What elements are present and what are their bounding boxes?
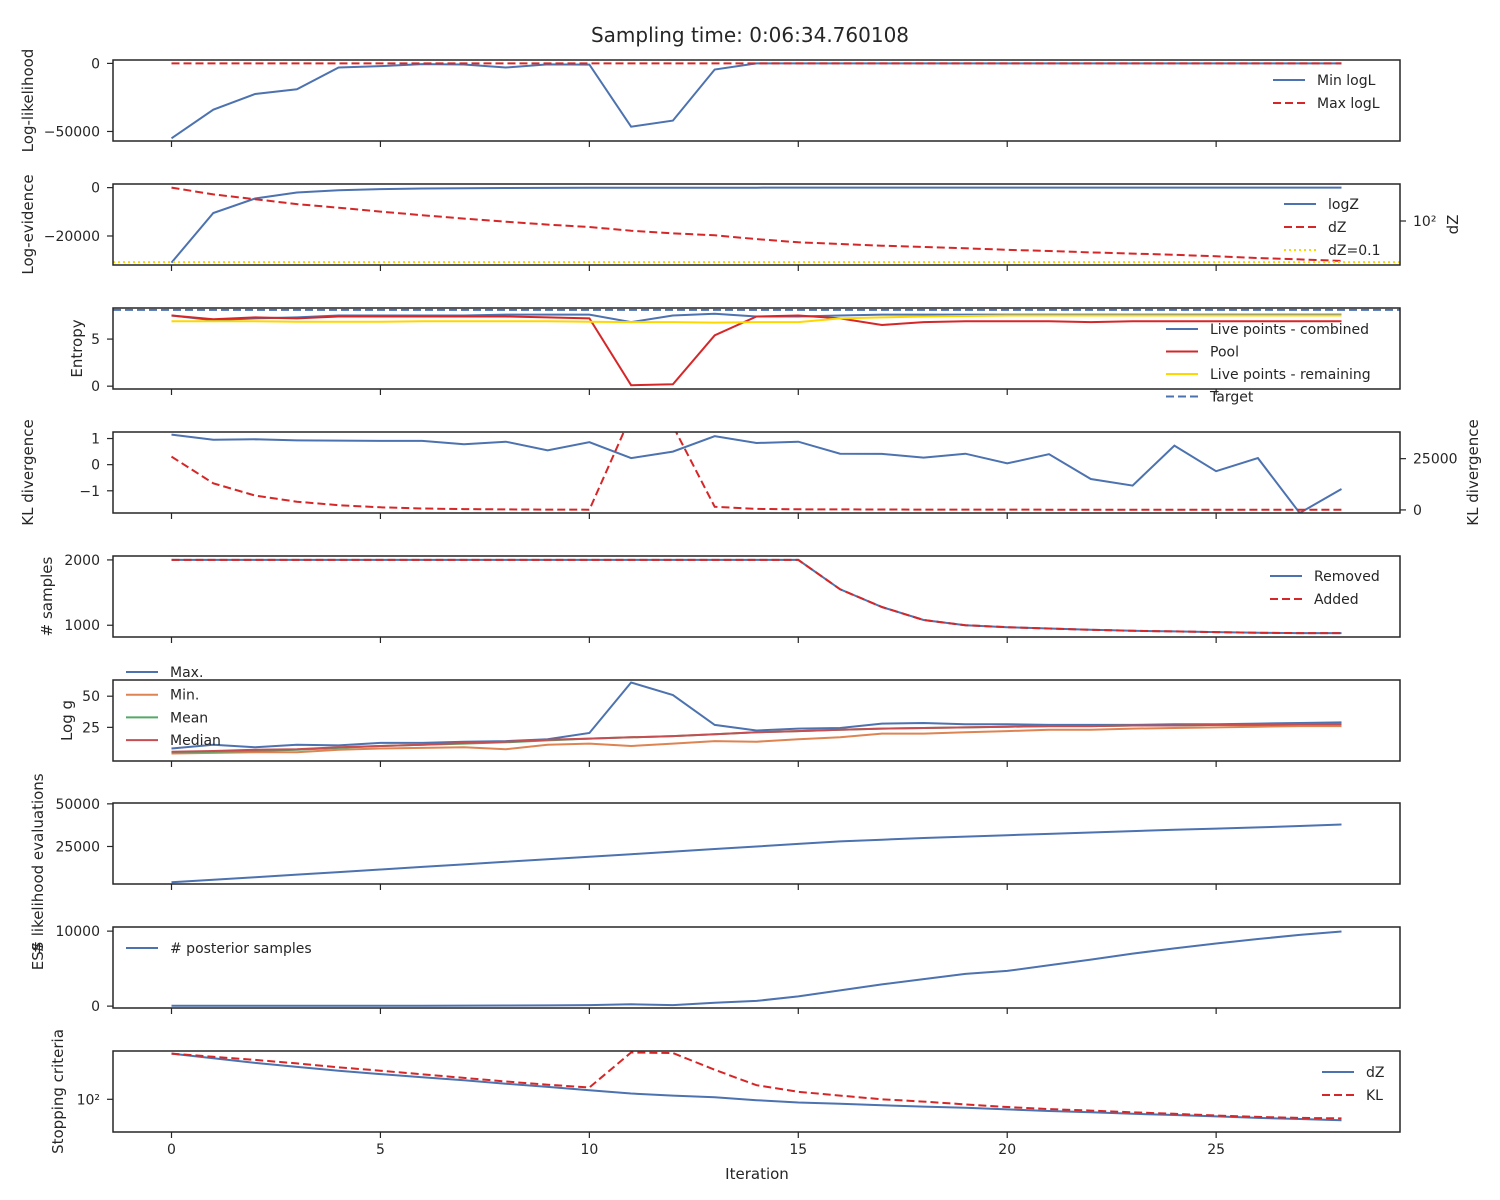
- y-tick-label: −50000: [44, 124, 100, 140]
- panel-5: 2000 1000 # samples Removed Added: [38, 553, 1401, 643]
- x-tick-label: 10: [580, 1142, 598, 1158]
- axes-frame: [112, 59, 1401, 142]
- axes-frame: [112, 555, 1401, 638]
- series-line-2-1: [170, 186, 1342, 264]
- legend-label: Live points - remaining: [1210, 367, 1371, 383]
- axes-frame: [112, 1050, 1401, 1133]
- right-y-axis-label: dZ: [1444, 215, 1462, 235]
- legend-label: Max.: [170, 665, 203, 681]
- y-tick-label: 25: [82, 720, 100, 736]
- series-line-8-1: [171, 930, 1342, 1007]
- legend-label: Removed: [1314, 569, 1380, 585]
- right-y-axis-label: KL divergence: [1464, 419, 1482, 525]
- panel-8: 10000 0 ESS # posterior samples: [29, 924, 1401, 1015]
- axes-frame: [112, 431, 1401, 514]
- panel-1: 0 −50000 Log-likelihood Min logL Max logL: [19, 49, 1401, 153]
- y-tick-label: 0: [91, 458, 100, 474]
- series-line-5-2: [171, 558, 1342, 635]
- y-tick-label: −1: [79, 484, 100, 500]
- legend-label: logZ: [1328, 197, 1359, 213]
- x-tick-label: 0: [167, 1142, 176, 1158]
- panels: 0 −50000 Log-likelihood Min logL Max logL 0 −2…: [19, 49, 1482, 1158]
- y-tick-label: 0: [91, 379, 100, 395]
- legend-label: Median: [170, 733, 221, 749]
- panel-4: 1 0 −1 25000 0 KL divergence KL divergence: [19, 419, 1482, 525]
- panel-6: 50 25 Log g Max. Min. Mean Median: [58, 665, 1401, 767]
- y-tick-label: 0: [91, 999, 100, 1015]
- y-axis-label: Log-likelihood: [19, 49, 37, 153]
- y-tick-label: 0: [91, 181, 100, 197]
- axes-frame: [112, 926, 1401, 1009]
- y-axis-label: Stopping criteria: [49, 1029, 67, 1154]
- legend-label: dZ=0.1: [1328, 243, 1380, 259]
- legend-label: Min.: [170, 688, 199, 704]
- y-tick-label: 50: [82, 689, 100, 705]
- y-tick-label: 25000: [55, 839, 100, 855]
- y-tick-label: 50000: [55, 797, 100, 813]
- legend-label: Pool: [1210, 345, 1239, 361]
- series-line-3-2: [171, 314, 1342, 387]
- legend-label: # posterior samples: [170, 941, 312, 957]
- x-axis-label: Iteration: [725, 1165, 789, 1183]
- x-tick-label: 5: [376, 1142, 385, 1158]
- series-line-9-1: [171, 1052, 1342, 1122]
- panel-2: 0 −20000 10² Log-evidence dZ logZ dZ dZ=0.1: [19, 174, 1462, 274]
- y-tick-label: 2000: [64, 553, 100, 569]
- right-y-tick-label: 25000: [1413, 452, 1458, 468]
- figure-title: Sampling time: 0:06:34.760108: [591, 23, 909, 47]
- x-tick-label: 20: [998, 1142, 1016, 1158]
- y-axis-label: # likelihood evaluations: [29, 773, 47, 953]
- y-axis-label: Entropy: [68, 319, 86, 377]
- series-line-9-2: [171, 1051, 1342, 1120]
- legend-label: Live points - combined: [1210, 322, 1369, 338]
- x-tick-label: 15: [789, 1142, 807, 1158]
- panel-7: 50000 25000 # likelihood evaluations: [29, 773, 1401, 954]
- legend-label: Mean: [170, 710, 208, 726]
- legend-label: Target: [1209, 390, 1254, 406]
- legend-label: dZ: [1366, 1065, 1384, 1081]
- series-line-1-1: [170, 62, 1342, 140]
- legend-label: Added: [1314, 592, 1359, 608]
- y-tick-label: 10²: [77, 1092, 100, 1108]
- series-line-6-1: [171, 681, 1342, 750]
- right-y-tick-label: 0: [1413, 503, 1422, 519]
- y-tick-label: 1: [91, 432, 100, 448]
- y-axis-label: Log-evidence: [19, 174, 37, 274]
- axes-frame: [112, 307, 1401, 390]
- axes-frame: [112, 183, 1401, 266]
- right-y-tick-label: 10²: [1413, 214, 1436, 230]
- legend-label: Min logL: [1317, 73, 1376, 89]
- legend-label: Max logL: [1317, 96, 1380, 112]
- series-line-2-2: [171, 186, 1342, 262]
- y-tick-label: 5: [91, 332, 100, 348]
- series-line-6-2: [171, 725, 1342, 755]
- series-line-3-3: [171, 314, 1342, 324]
- axes-frame: [112, 802, 1401, 885]
- y-axis-label: ESS: [29, 942, 47, 971]
- series-line-4-1: [171, 433, 1342, 513]
- panel-9: 0 5 10 15 20 25 10² Stopping criteria dZ KL: [49, 1029, 1401, 1158]
- y-axis-label: KL divergence: [19, 419, 37, 525]
- panel-3: 0 5 Entropy Live points - combined Pool Live …: [68, 307, 1401, 406]
- y-tick-label: 0: [91, 56, 100, 72]
- series-line-6-4: [171, 723, 1342, 753]
- axes-frame: [112, 679, 1401, 762]
- series-line-4-2: [170, 432, 1342, 511]
- y-tick-label: 10000: [55, 924, 100, 940]
- y-axis-label: Log g: [58, 700, 76, 741]
- series-line-5-1: [171, 558, 1342, 635]
- series-line-7-1: [171, 823, 1342, 884]
- y-tick-label: 1000: [64, 618, 100, 634]
- x-tick-label: 25: [1207, 1142, 1225, 1158]
- legend-label: dZ: [1328, 220, 1346, 236]
- legend-label: KL: [1366, 1088, 1383, 1104]
- y-tick-label: −20000: [44, 229, 100, 245]
- y-axis-label: # samples: [38, 556, 56, 636]
